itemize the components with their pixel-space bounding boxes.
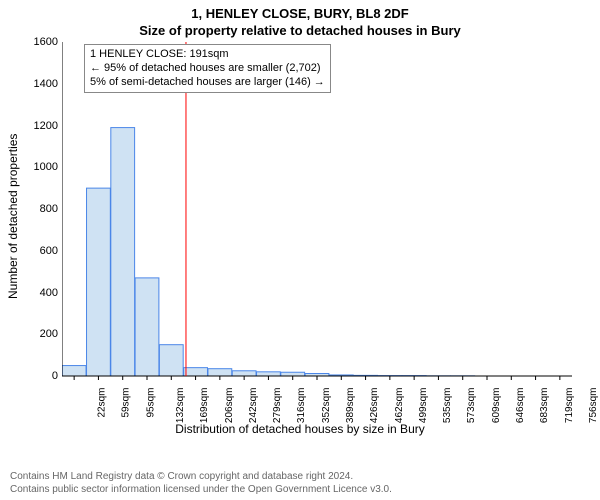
footer-line-2: Contains public sector information licen… bbox=[10, 484, 392, 497]
annotation-line: ← 95% of detached houses are smaller (2,… bbox=[90, 62, 325, 76]
x-tick-label: 242sqm bbox=[248, 388, 259, 424]
x-tick-label: 352sqm bbox=[321, 388, 332, 424]
annotation-box: 1 HENLEY CLOSE: 191sqm← 95% of detached … bbox=[84, 44, 331, 93]
x-tick-label: 756sqm bbox=[588, 388, 599, 424]
chart-title-sub: Size of property relative to detached ho… bbox=[0, 21, 600, 40]
histogram-bar bbox=[232, 371, 256, 376]
histogram-svg bbox=[62, 42, 572, 418]
histogram-bar bbox=[281, 372, 305, 376]
histogram-bar bbox=[135, 278, 159, 376]
y-axis-label: Number of detached properties bbox=[6, 134, 20, 299]
histogram-bar bbox=[159, 345, 183, 376]
annotation-line: 1 HENLEY CLOSE: 191sqm bbox=[90, 48, 325, 62]
x-tick-label: 132sqm bbox=[175, 388, 186, 424]
x-tick-label: 609sqm bbox=[491, 388, 502, 424]
histogram-bar bbox=[111, 128, 135, 376]
footer-attribution: Contains HM Land Registry data © Crown c… bbox=[10, 471, 392, 496]
y-tick-label: 0 bbox=[18, 370, 58, 382]
x-axis-label: Distribution of detached houses by size … bbox=[0, 422, 600, 436]
x-tick-label: 499sqm bbox=[418, 388, 429, 424]
x-tick-label: 169sqm bbox=[199, 388, 210, 424]
x-tick-label: 535sqm bbox=[442, 388, 453, 424]
x-tick-label: 683sqm bbox=[539, 388, 550, 424]
y-tick-label: 800 bbox=[18, 203, 58, 215]
y-tick-label: 400 bbox=[18, 287, 58, 299]
histogram-bar bbox=[257, 372, 281, 376]
x-tick-label: 316sqm bbox=[297, 388, 308, 424]
x-tick-label: 95sqm bbox=[145, 388, 156, 418]
x-tick-label: 389sqm bbox=[345, 388, 356, 424]
histogram-bar bbox=[184, 368, 208, 376]
x-tick-label: 22sqm bbox=[97, 388, 108, 418]
x-tick-label: 59sqm bbox=[121, 388, 132, 418]
y-tick-label: 1200 bbox=[18, 120, 58, 132]
y-tick-label: 1600 bbox=[18, 36, 58, 48]
footer-line-1: Contains HM Land Registry data © Crown c… bbox=[10, 471, 392, 484]
x-tick-label: 462sqm bbox=[394, 388, 405, 424]
y-tick-label: 1400 bbox=[18, 78, 58, 90]
annotation-line: 5% of semi-detached houses are larger (1… bbox=[90, 76, 325, 90]
x-tick-label: 646sqm bbox=[515, 388, 526, 424]
x-tick-label: 426sqm bbox=[369, 388, 380, 424]
x-tick-label: 719sqm bbox=[564, 388, 575, 424]
y-tick-label: 200 bbox=[18, 328, 58, 340]
y-tick-label: 1000 bbox=[18, 161, 58, 173]
x-tick-label: 206sqm bbox=[224, 388, 235, 424]
histogram-bar bbox=[208, 369, 232, 376]
y-tick-label: 600 bbox=[18, 245, 58, 257]
chart-title-main: 1, HENLEY CLOSE, BURY, BL8 2DF bbox=[0, 0, 600, 21]
chart-plot-area: 1 HENLEY CLOSE: 191sqm← 95% of detached … bbox=[62, 42, 572, 418]
histogram-bar bbox=[62, 366, 86, 376]
histogram-bar bbox=[87, 188, 111, 376]
x-tick-label: 573sqm bbox=[467, 388, 478, 424]
x-tick-label: 279sqm bbox=[272, 388, 283, 424]
